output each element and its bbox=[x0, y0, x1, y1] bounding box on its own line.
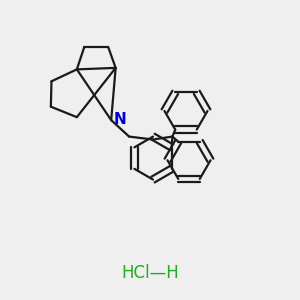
Text: N: N bbox=[114, 112, 126, 127]
Text: HCl—H: HCl—H bbox=[121, 264, 179, 282]
